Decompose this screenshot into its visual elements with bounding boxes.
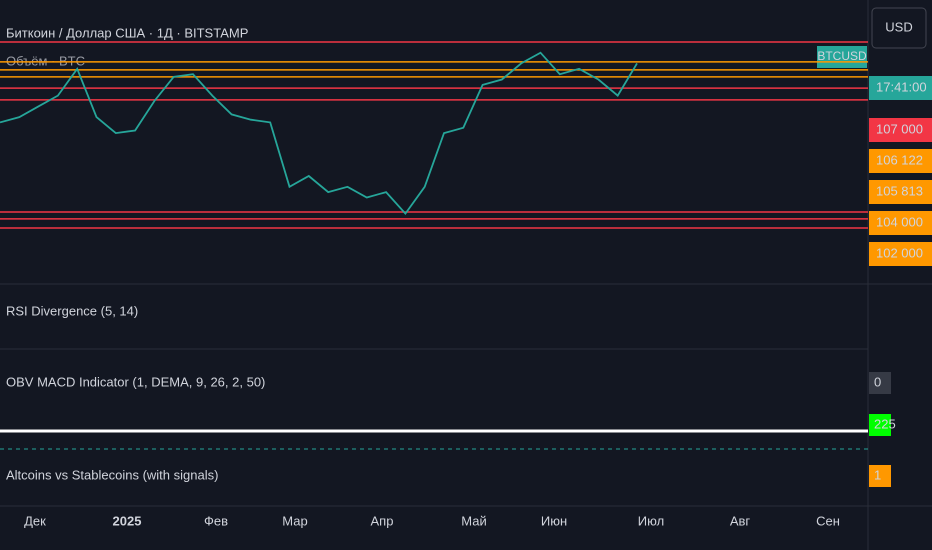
price-label: 105 813 — [876, 183, 923, 198]
chart-title: Биткоин / Доллар США · 1Д · BITSTAMP — [6, 25, 248, 40]
price-line — [0, 51, 638, 216]
pane-name: RSI Divergence (5, 14) — [6, 303, 138, 318]
price-tag — [869, 149, 932, 173]
symbol-label: BTCUSD — [817, 49, 867, 63]
pane-value: 0 — [874, 374, 881, 389]
volume-label: Объём · BTC — [6, 53, 85, 68]
price-tag — [869, 180, 932, 204]
time-label: 2025 — [113, 513, 142, 528]
price-label: 102 000 — [876, 245, 923, 260]
pane-value: 225 — [874, 416, 896, 431]
currency[interactable]: USD — [885, 19, 912, 34]
pane-value-tag — [869, 414, 891, 436]
time-label: Фев — [204, 513, 228, 528]
time-label: Сен — [816, 513, 840, 528]
pane-value-tag — [869, 465, 891, 487]
price-label: 104 000 — [876, 214, 923, 229]
currency-button[interactable] — [871, 7, 927, 49]
time-label: Мар — [282, 513, 307, 528]
time-tag — [869, 76, 932, 100]
time-label: Июл — [638, 513, 664, 528]
price-label: 106 122 — [876, 152, 923, 167]
pane-name: Altcoins vs Stablecoins (with signals) — [6, 467, 218, 482]
time-label: Июн — [541, 513, 567, 528]
time-label: Май — [461, 513, 486, 528]
price-tag — [869, 242, 932, 266]
time-label: Дек — [24, 513, 46, 528]
time-label: Апр — [371, 513, 394, 528]
pane-value: 1 — [874, 467, 881, 482]
price-tag — [869, 211, 932, 235]
time-label: Авг — [730, 513, 751, 528]
pane-name: OBV MACD Indicator (1, DEMA, 9, 26, 2, 5… — [6, 374, 265, 389]
price-label: 107 000 — [876, 121, 923, 136]
time-label: 17:41:00 — [876, 79, 927, 94]
price-tag — [869, 118, 932, 142]
pane-value-tag — [869, 372, 891, 394]
